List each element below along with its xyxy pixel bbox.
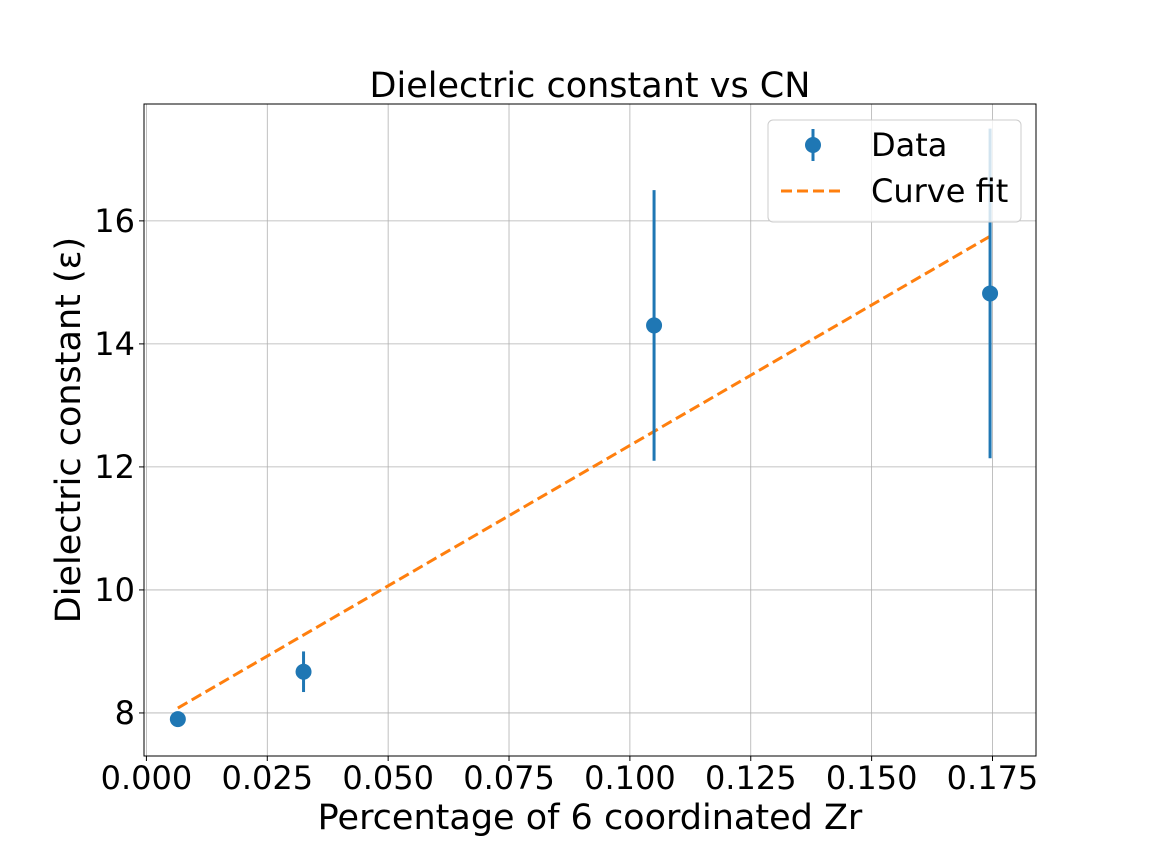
plot-content — [169, 128, 999, 728]
x-axis: 0.000 0.025 0.050 0.075 0.100 0.125 0.150 0.175 — [101, 756, 1039, 797]
data-point — [646, 317, 663, 334]
x-tick-label: 0.075 — [463, 759, 555, 797]
curve-fit-line — [177, 234, 991, 710]
x-tick-label: 0.025 — [221, 759, 313, 797]
x-tick-label: 0.150 — [826, 759, 918, 797]
legend: Data Curve fit — [767, 119, 1022, 223]
y-tick-label: 10 — [94, 571, 135, 609]
y-tick-label: 14 — [94, 325, 135, 363]
x-tick-label: 0.125 — [705, 759, 797, 797]
x-axis-title: Percentage of 6 coordinated Zr — [318, 798, 863, 838]
legend-data-marker — [805, 137, 821, 153]
y-tick-label: 8 — [115, 694, 135, 732]
y-tick-label: 16 — [94, 202, 135, 240]
chart-title: Dielectric constant vs CN — [370, 66, 811, 106]
data-point — [982, 285, 999, 302]
x-tick-label: 0.175 — [947, 759, 1039, 797]
legend-box — [767, 119, 1022, 223]
y-tick-label: 12 — [94, 448, 135, 486]
x-tick-label: 0.000 — [101, 759, 193, 797]
plot-frame — [143, 103, 1037, 757]
x-tick-label: 0.050 — [342, 759, 434, 797]
data-point — [295, 663, 312, 680]
legend-fit-label: Curve fit — [871, 172, 1008, 210]
data-point — [169, 711, 186, 728]
x-tick-label: 0.100 — [584, 759, 676, 797]
y-axis-title: Dielectric constant (ε) — [49, 237, 89, 623]
legend-data-label: Data — [871, 126, 947, 164]
y-axis: 8 10 12 14 16 — [94, 202, 144, 732]
